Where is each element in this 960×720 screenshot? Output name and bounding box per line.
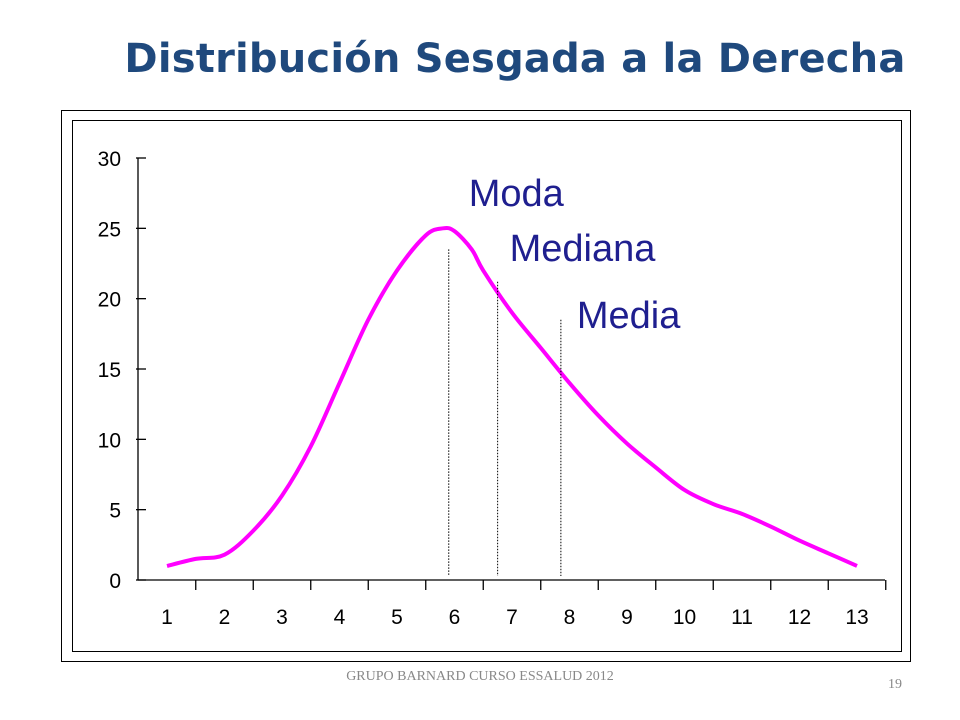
distribution-curve [166,225,858,568]
x-tick-label: 10 [673,606,696,629]
x-tick-label: 1 [161,606,173,629]
annotation-label: Mediana [510,228,657,270]
y-tick-label: 0 [109,570,121,593]
chart-outer-frame [61,110,911,662]
x-tick-label: 4 [334,606,346,629]
y-tick-label: 20 [98,289,121,312]
curve-layer [166,225,858,568]
x-tick-label: 2 [219,606,231,629]
slide-title: Distribución Sesgada a la Derecha [124,36,906,82]
x-tick-label: 13 [845,606,868,629]
annotation-label: Moda [469,173,565,215]
footer-text: GRUPO BARNARD CURSO ESSALUD 2012 [346,669,614,684]
x-tick-label: 3 [276,606,288,629]
annotation-layer: Moda Mediana Media [448,173,681,576]
x-tick-label: 6 [449,606,461,629]
y-tick-label: 5 [109,500,121,523]
x-tick-label: 8 [564,606,576,629]
x-tick-label: 12 [788,606,811,629]
y-tick-label: 15 [98,359,121,382]
x-tick-label: 5 [391,606,403,629]
y-tick-label: 25 [98,218,121,241]
x-tick-label: 11 [731,606,753,629]
page-number: 19 [888,677,902,692]
annotation-label: Media [577,295,681,337]
chart-inner-frame [72,120,902,652]
x-tick-label: 9 [621,606,633,629]
y-tick-label: 10 [98,429,121,452]
y-tick-label: 30 [98,148,121,171]
x-tick-label: 7 [506,606,518,629]
